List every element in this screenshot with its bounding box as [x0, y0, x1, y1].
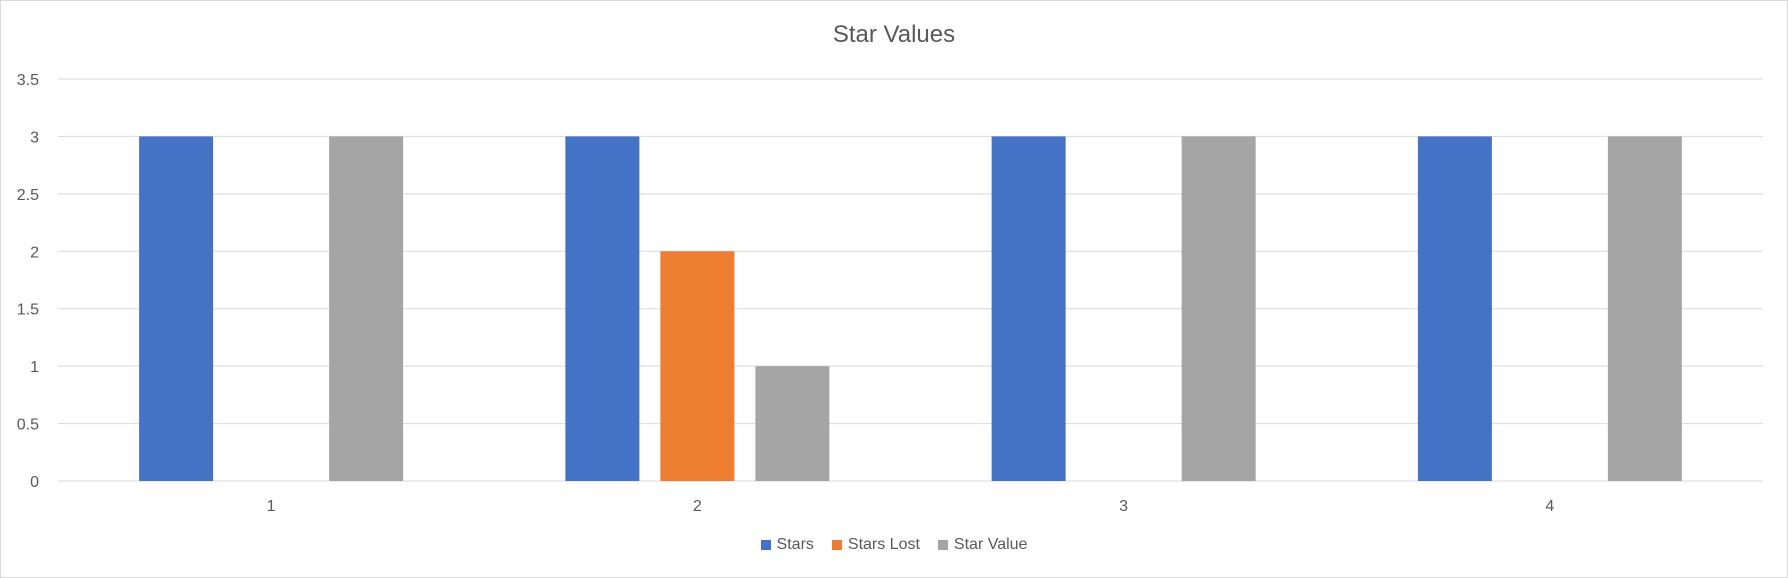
legend-swatch — [760, 540, 771, 550]
bar-star-value — [1181, 136, 1256, 481]
bar-star-value — [755, 366, 830, 481]
y-tick-label: 0 — [30, 474, 39, 491]
x-tick-label: 3 — [1119, 498, 1128, 515]
bar-star-value — [1607, 136, 1682, 481]
x-tick-label: 2 — [693, 498, 702, 515]
x-tick-label: 4 — [1545, 498, 1554, 515]
legend-swatch — [831, 540, 842, 550]
bar-stars — [1417, 136, 1492, 481]
legend: Stars Stars Lost Star Value — [1, 536, 1787, 554]
y-tick-label: 3 — [30, 129, 39, 146]
legend-label: Star Value — [953, 536, 1028, 553]
chart-title: Star Values — [832, 21, 956, 48]
legend-label: Stars — [776, 536, 814, 553]
legend-item: Stars — [760, 536, 814, 554]
y-tick-label: 2.5 — [17, 187, 39, 204]
bar-stars — [139, 136, 214, 481]
y-tick-label: 3.5 — [17, 72, 39, 89]
y-tick-label: 1 — [30, 359, 39, 376]
bar-stars-lost — [660, 251, 735, 481]
y-tick-label: 1.5 — [17, 302, 39, 319]
y-tick-label: 2 — [30, 244, 39, 261]
legend-label: Stars Lost — [847, 536, 920, 553]
legend-swatch — [937, 540, 948, 550]
legend-item: Stars Lost — [831, 536, 920, 554]
x-tick-label: 1 — [267, 498, 276, 515]
legend-item: Star Value — [937, 536, 1028, 554]
bar-stars — [991, 136, 1066, 481]
bar-stars — [565, 136, 640, 481]
bar-star-value — [329, 136, 404, 481]
y-tick-label: 0.5 — [17, 417, 39, 434]
